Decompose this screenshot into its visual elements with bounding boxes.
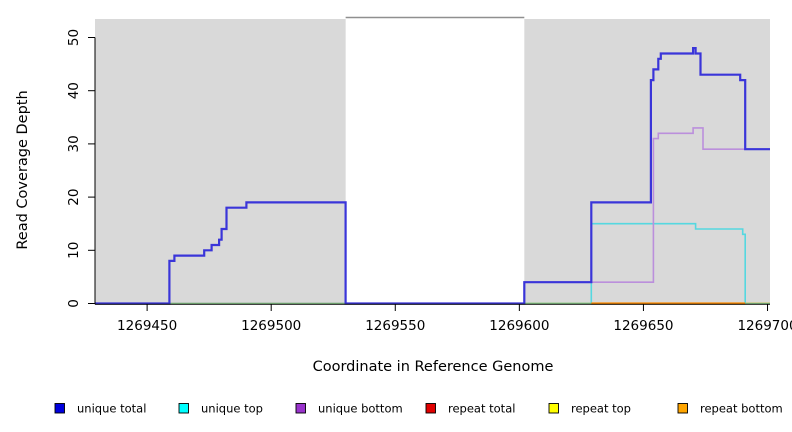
legend: unique total unique top unique bottom repea… xyxy=(54,402,783,416)
shaded-region xyxy=(524,19,770,304)
y-tick-label: 0 xyxy=(66,299,82,308)
x-tick-label: 1269700 xyxy=(737,318,792,334)
legend-label-repeat-total: repeat total xyxy=(448,402,515,416)
y-tick-label: 20 xyxy=(66,189,82,206)
legend-label-unique-total: unique total xyxy=(77,402,146,416)
legend-label-repeat-top: repeat top xyxy=(571,402,631,416)
legend-label-unique-bottom: unique bottom xyxy=(318,402,403,416)
legend-label-repeat-bottom: repeat bottom xyxy=(700,402,783,416)
legend-label-unique-top: unique top xyxy=(201,402,263,416)
series-unique-total-line xyxy=(95,47,770,305)
x-tick-label: 1269650 xyxy=(613,318,673,334)
x-tick-label: 1269450 xyxy=(117,318,177,334)
series-lines xyxy=(95,47,770,305)
legend-swatch-unique-bottom xyxy=(295,403,306,414)
legend-swatch-repeat-top xyxy=(548,403,559,414)
y-tick-label: 30 xyxy=(66,135,82,152)
x-tick-label: 1269550 xyxy=(365,318,425,334)
y-axis-title: Read Coverage Depth xyxy=(15,90,31,249)
y-tick-label: 40 xyxy=(66,82,82,99)
shaded-region xyxy=(95,19,346,304)
y-tick-label: 10 xyxy=(66,242,82,259)
shaded-regions xyxy=(95,16,770,304)
legend-swatch-unique-total xyxy=(54,403,65,414)
y-tick-label: 50 xyxy=(66,29,82,46)
x-axis-title: Coordinate in Reference Genome xyxy=(313,359,554,375)
legend-swatch-unique-top xyxy=(178,403,189,414)
legend-swatch-repeat-total xyxy=(425,403,436,414)
legend-swatch-repeat-bottom xyxy=(677,403,688,414)
axes: 1269450 1269500 1269550 1269600 1269650 12697… xyxy=(66,29,792,334)
x-tick-label: 1269600 xyxy=(489,318,549,334)
x-tick-label: 1269500 xyxy=(241,318,301,334)
